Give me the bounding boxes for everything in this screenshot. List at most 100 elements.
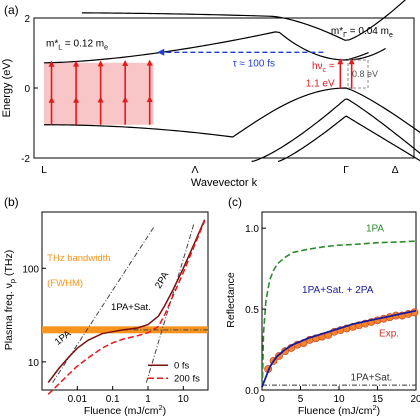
xtick-label-b-2: 1: [145, 394, 151, 405]
panel-b-ylabel-main: Plasma freq. ν: [3, 283, 15, 350]
red-arrowmid-l-4: [146, 96, 153, 103]
red-arrowmid-l-2: [97, 96, 104, 103]
xtick-label-a-0: L: [41, 164, 47, 176]
valence-band-top: [43, 87, 420, 138]
red-arrowhead-g-0: [337, 58, 344, 65]
red-arrowhead-l-0: [48, 60, 55, 67]
panel-b-ylabel-end: (THz): [3, 250, 15, 279]
hv-value: 1.1 eV: [306, 78, 335, 89]
xtick-label-a-2: Γ: [343, 164, 349, 176]
xtick-label-c-3: 15: [372, 394, 384, 405]
ytick-label-c-0: 0.0: [245, 386, 259, 397]
panel-c-xlabel-main: Fluence (mJ/cm: [298, 405, 373, 417]
panel-c-xlabel: Fluence (mJ/cm2): [298, 403, 380, 417]
gap-box: [347, 59, 369, 89]
series-line-c-1: [261, 309, 417, 388]
valence-band-low: [277, 115, 420, 163]
upper-band: [81, 0, 407, 41]
absorption-shade: [44, 62, 154, 125]
xtick-label-b-3: 10: [178, 394, 190, 405]
ytick-label-b-0: 10: [28, 358, 40, 369]
panel-a-xlabel: Wavevector k: [191, 177, 258, 189]
tau-label: τ ≈ 100 fs: [233, 58, 275, 69]
mass-l-label: m*L = 0.12 me: [46, 39, 108, 52]
label-c-fit: 1PA+Sat. + 2PA: [302, 285, 374, 296]
panel-a-ylabel: Energy (eV): [1, 59, 13, 118]
xtick-label-c-4: 20: [410, 394, 420, 405]
red-arrowhead-g-1: [348, 58, 355, 65]
panel-b-xlabel-sup: 2: [159, 403, 163, 412]
panel-c-xlabel-end: ): [377, 405, 381, 417]
valence-band-mid: [251, 98, 420, 163]
ytick-label-a-2: 2: [24, 14, 30, 25]
panel-b-label: (b): [4, 195, 19, 209]
tau-arrowhead: [157, 48, 165, 56]
panel-c-frame: [261, 211, 417, 391]
ytick-label-a-0: -2: [21, 154, 30, 165]
xtick-label-b-0: 0.01: [68, 394, 88, 405]
xtick-label-c-1: 5: [298, 394, 304, 405]
panel-b-frame: [41, 211, 209, 391]
red-arrowmid-l-1: [73, 96, 80, 103]
hv-h: hν: [312, 61, 323, 72]
red-arrowhead-l-2: [97, 60, 104, 67]
panel-b-xlabel-end: ): [163, 405, 167, 417]
panel-a: (a) τ ≈ 100 fs m*L = 0.12 me m*Γ = 0.04 …: [1, 0, 420, 189]
transition-arrows: [48, 58, 355, 125]
gap-label: 0.8 eV: [352, 69, 378, 79]
xtick-label-c-0: 0: [259, 394, 265, 405]
conduction-band-gamma-right: [346, 47, 386, 61]
red-arrowmid-l-3: [122, 96, 129, 103]
red-arrowmid-l-0: [48, 96, 55, 103]
panel-c-xlabel-sup: 2: [373, 403, 377, 412]
series-line-c-0: [261, 240, 417, 387]
mass-l-m: m*: [46, 39, 58, 50]
panel-b-ylabel: Plasma freq. νp (THz): [3, 250, 17, 350]
ytick-label-a-1: 0: [24, 84, 30, 95]
panel-a-axes: -2 0 2 L Λ Γ Δ: [21, 14, 398, 176]
label-c-sat: 1PA+Sat.: [351, 372, 393, 383]
red-arrowhead-l-1: [73, 60, 80, 67]
mass-g-m: m*: [331, 26, 343, 37]
panel-c-label: (c): [228, 195, 242, 209]
panel-b-ylabel-sub: p: [8, 279, 17, 283]
panel-a-label: (a): [4, 3, 19, 17]
xtick-label-c-2: 10: [333, 394, 345, 405]
mass-l-val: = 0.12 m: [62, 39, 104, 50]
legend-label-b-0: 0 fs: [174, 361, 190, 372]
red-arrowhead-l-3: [122, 60, 129, 67]
label-1pa-sat: 1PA+Sat.: [111, 302, 151, 313]
mass-g-val: = 0.04 m: [347, 26, 389, 37]
mass-l-sub: L: [58, 45, 62, 52]
mass-g-sub: Γ: [343, 32, 347, 39]
panel-c-plot: 1PA 1PA+Sat. + 2PA Exp. 1PA+Sat. 0 5 10 15 20 0.0…: [245, 223, 420, 405]
series-line-b-0: [47, 219, 206, 384]
mass-g-label: m*Γ = 0.04 me: [331, 26, 393, 39]
ytick-label-c-1: 0.5: [245, 305, 259, 316]
mass-g-e: e: [389, 32, 393, 39]
panel-b-xlabel-main: Fluence (mJ/cm: [84, 405, 159, 417]
band-label-2: (FWHM): [47, 278, 83, 289]
legend-label-b-1: 200 fs: [174, 374, 200, 385]
band-curves: [43, 0, 420, 163]
hv-label: hνc =: [312, 61, 335, 74]
panel-c-ylabel: Reflectance: [225, 272, 237, 328]
label-c-1pa: 1PA: [366, 223, 384, 234]
panel-b-xlabel: Fluence (mJ/cm2): [84, 403, 166, 417]
hv-sub: c: [323, 67, 327, 74]
xtick-label-a-1: Λ: [191, 164, 198, 176]
xtick-label-b-1: 0.1: [106, 394, 120, 405]
ytick-label-b-1: 100: [22, 264, 39, 275]
label-c-exp: Exp.: [379, 329, 399, 340]
label-2pa: 2PA: [153, 270, 171, 291]
conduction-band-lower: [43, 31, 369, 64]
band-label: THz bandwidth: [47, 253, 110, 264]
mass-l-e: e: [104, 45, 108, 52]
hv-eq: =: [326, 61, 335, 72]
ytick-label-c-2: 1.0: [245, 224, 259, 235]
red-arrowhead-l-4: [146, 59, 153, 66]
xtick-label-a-3: Δ: [392, 164, 399, 176]
